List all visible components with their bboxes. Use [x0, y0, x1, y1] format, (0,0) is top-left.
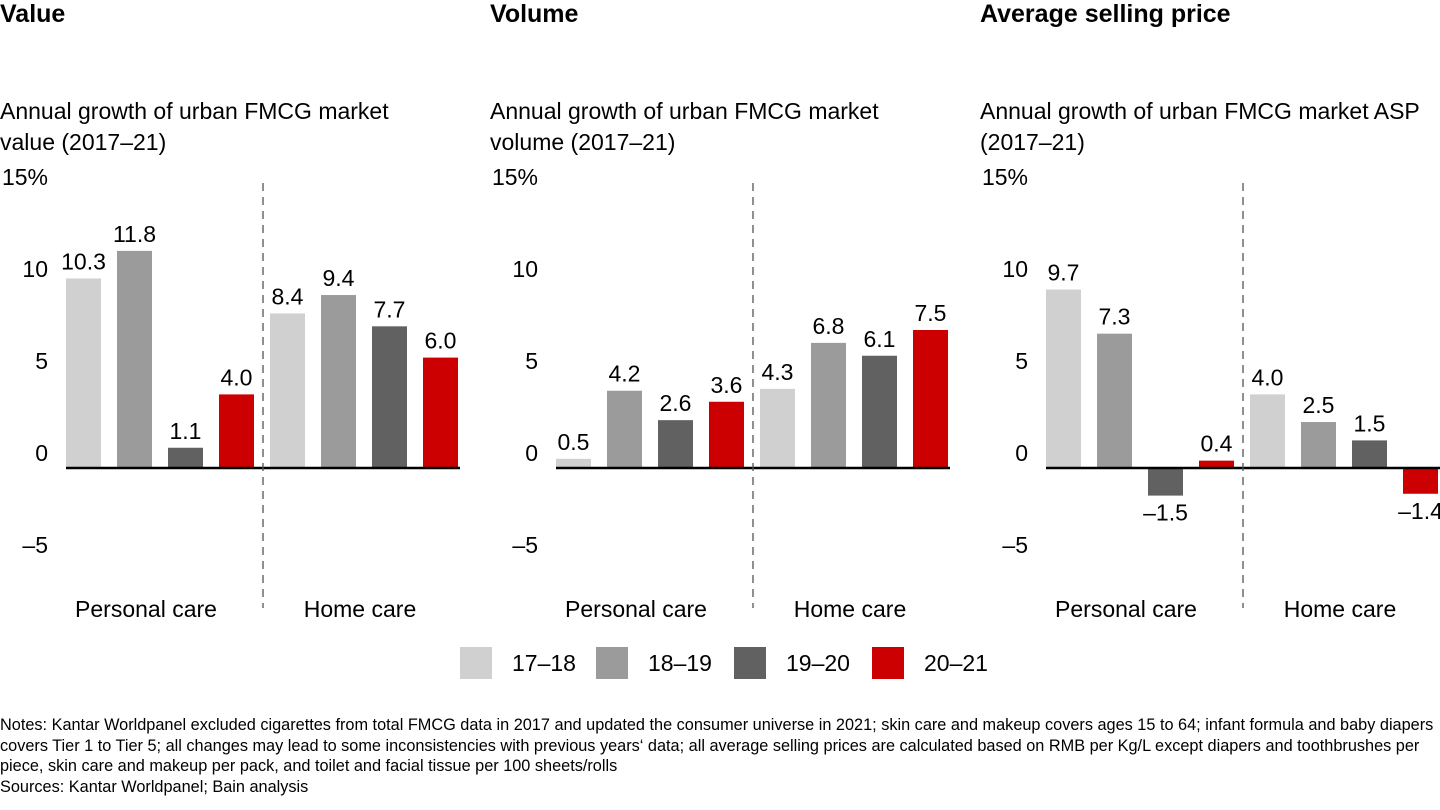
y-tick-label-value: 0	[35, 440, 48, 466]
data-label-asp: 9.7	[1048, 260, 1080, 286]
data-label-volume: 7.5	[915, 300, 947, 326]
bar-value-18–19	[117, 250, 152, 468]
legend-item-19-20: 19–20	[734, 647, 850, 679]
notes-text: Notes: Kantar Worldpanel excluded cigare…	[0, 716, 1434, 775]
bar-volume-20–21	[913, 330, 948, 468]
bar-asp-17–18	[1250, 394, 1285, 468]
data-label-volume: 4.2	[609, 361, 641, 387]
y-tick-label-volume: 5	[525, 348, 538, 374]
data-label-value: 6.0	[425, 328, 457, 354]
y-tick-label-value: 5	[35, 348, 48, 374]
bar-value-20–21	[423, 357, 458, 468]
category-label-value: Personal care	[75, 596, 217, 622]
data-label-volume: 3.6	[711, 372, 743, 398]
bar-value-17–18	[270, 313, 305, 468]
bar-volume-18–19	[811, 342, 846, 468]
bar-asp-20–21	[1199, 460, 1234, 468]
bar-volume-17–18	[556, 458, 591, 468]
y-tick-label-asp: 10	[1002, 256, 1028, 282]
legend-item-18-19: 18–19	[596, 647, 712, 679]
bar-asp-18–19	[1097, 333, 1132, 468]
y-tick-label-asp: –5	[1002, 532, 1028, 558]
category-label-value: Home care	[304, 596, 416, 622]
data-label-value: 11.8	[113, 221, 156, 247]
bar-asp-19–20	[1148, 468, 1183, 496]
panel-title-asp: Average selling price	[980, 0, 1231, 28]
data-label-asp: –1.4	[1398, 498, 1440, 524]
bar-value-18–19	[321, 295, 356, 468]
bar-volume-17–18	[760, 388, 795, 468]
bar-charts: 15% 10 5 0 –5 10.3 8.4 11.8 9.4 1.1 7.7 4.0 6.0 Perso…	[2, 164, 1440, 622]
data-label-value: 1.1	[170, 418, 202, 444]
y-tick-label-volume: 0	[525, 440, 538, 466]
bar-value-19–20	[168, 447, 203, 468]
bar-volume-18–19	[607, 390, 642, 468]
y-tick-label-asp: 15%	[982, 164, 1028, 190]
legend-label-20-21: 20–21	[924, 649, 988, 676]
data-label-volume: 4.3	[762, 359, 794, 385]
legend-item-17-18: 17–18	[460, 647, 576, 679]
data-label-volume: 0.5	[558, 429, 590, 455]
data-label-volume: 6.8	[813, 313, 845, 339]
data-label-asp: –1.5	[1143, 500, 1188, 526]
y-tick-label-value: 15%	[2, 164, 48, 190]
y-tick-label-asp: 5	[1015, 348, 1028, 374]
data-label-value: 4.0	[221, 364, 253, 390]
panel-subtitle-asp: Annual growth of urban FMCG market ASP (…	[980, 98, 1420, 155]
bar-value-19–20	[372, 326, 407, 468]
y-tick-label-value: –5	[22, 532, 48, 558]
bar-asp-20–21	[1403, 468, 1438, 494]
data-label-value: 8.4	[272, 283, 304, 309]
bar-value-20–21	[219, 394, 254, 468]
data-label-value: 7.7	[374, 296, 406, 322]
panel-title-value: Value	[0, 0, 66, 28]
y-tick-label-asp: 0	[1015, 440, 1028, 466]
legend-label-19-20: 19–20	[786, 649, 850, 676]
y-tick-label-volume: –5	[512, 532, 538, 558]
bar-value-17–18	[66, 278, 101, 468]
category-label-volume: Personal care	[565, 596, 707, 622]
bar-volume-19–20	[862, 355, 897, 468]
legend-swatch-20-21	[872, 647, 904, 679]
data-label-asp: 7.3	[1099, 304, 1131, 330]
notes-block: Notes: Kantar Worldpanel excluded cigare…	[0, 715, 1440, 797]
data-label-asp: 0.4	[1201, 431, 1233, 457]
data-label-value: 10.3	[61, 248, 106, 274]
y-tick-label-volume: 15%	[492, 164, 538, 190]
bar-volume-20–21	[709, 401, 744, 468]
category-label-asp: Personal care	[1055, 596, 1197, 622]
data-label-asp: 2.5	[1303, 392, 1335, 418]
bar-asp-19–20	[1352, 440, 1387, 468]
data-label-asp: 1.5	[1354, 410, 1386, 436]
legend-swatch-17-18	[460, 647, 492, 679]
panel-subtitle-value: Annual growth of urban FMCG market value…	[0, 98, 389, 155]
legend-swatch-19-20	[734, 647, 766, 679]
data-label-asp: 4.0	[1252, 364, 1284, 390]
y-tick-label-value: 10	[22, 256, 48, 282]
legend-label-18-19: 18–19	[648, 649, 712, 676]
bar-asp-17–18	[1046, 289, 1081, 468]
category-label-volume: Home care	[794, 596, 906, 622]
y-tick-label-volume: 10	[512, 256, 538, 282]
panel-title-volume: Volume	[490, 0, 579, 28]
category-label-asp: Home care	[1284, 596, 1396, 622]
data-label-volume: 2.6	[660, 390, 692, 416]
legend-label-17-18: 17–18	[512, 649, 576, 676]
legend: 17–18 18–19 19–20 20–21	[0, 643, 1440, 683]
panel-subtitle-volume: Annual growth of urban FMCG market volum…	[490, 98, 879, 155]
legend-swatch-18-19	[596, 647, 628, 679]
bar-volume-19–20	[658, 420, 693, 468]
bar-asp-18–19	[1301, 422, 1336, 468]
data-label-value: 9.4	[323, 265, 355, 291]
legend-item-20-21: 20–21	[872, 647, 988, 679]
sources-text: Sources: Kantar Worldpanel; Bain analysi…	[0, 777, 309, 796]
data-label-volume: 6.1	[864, 326, 896, 352]
